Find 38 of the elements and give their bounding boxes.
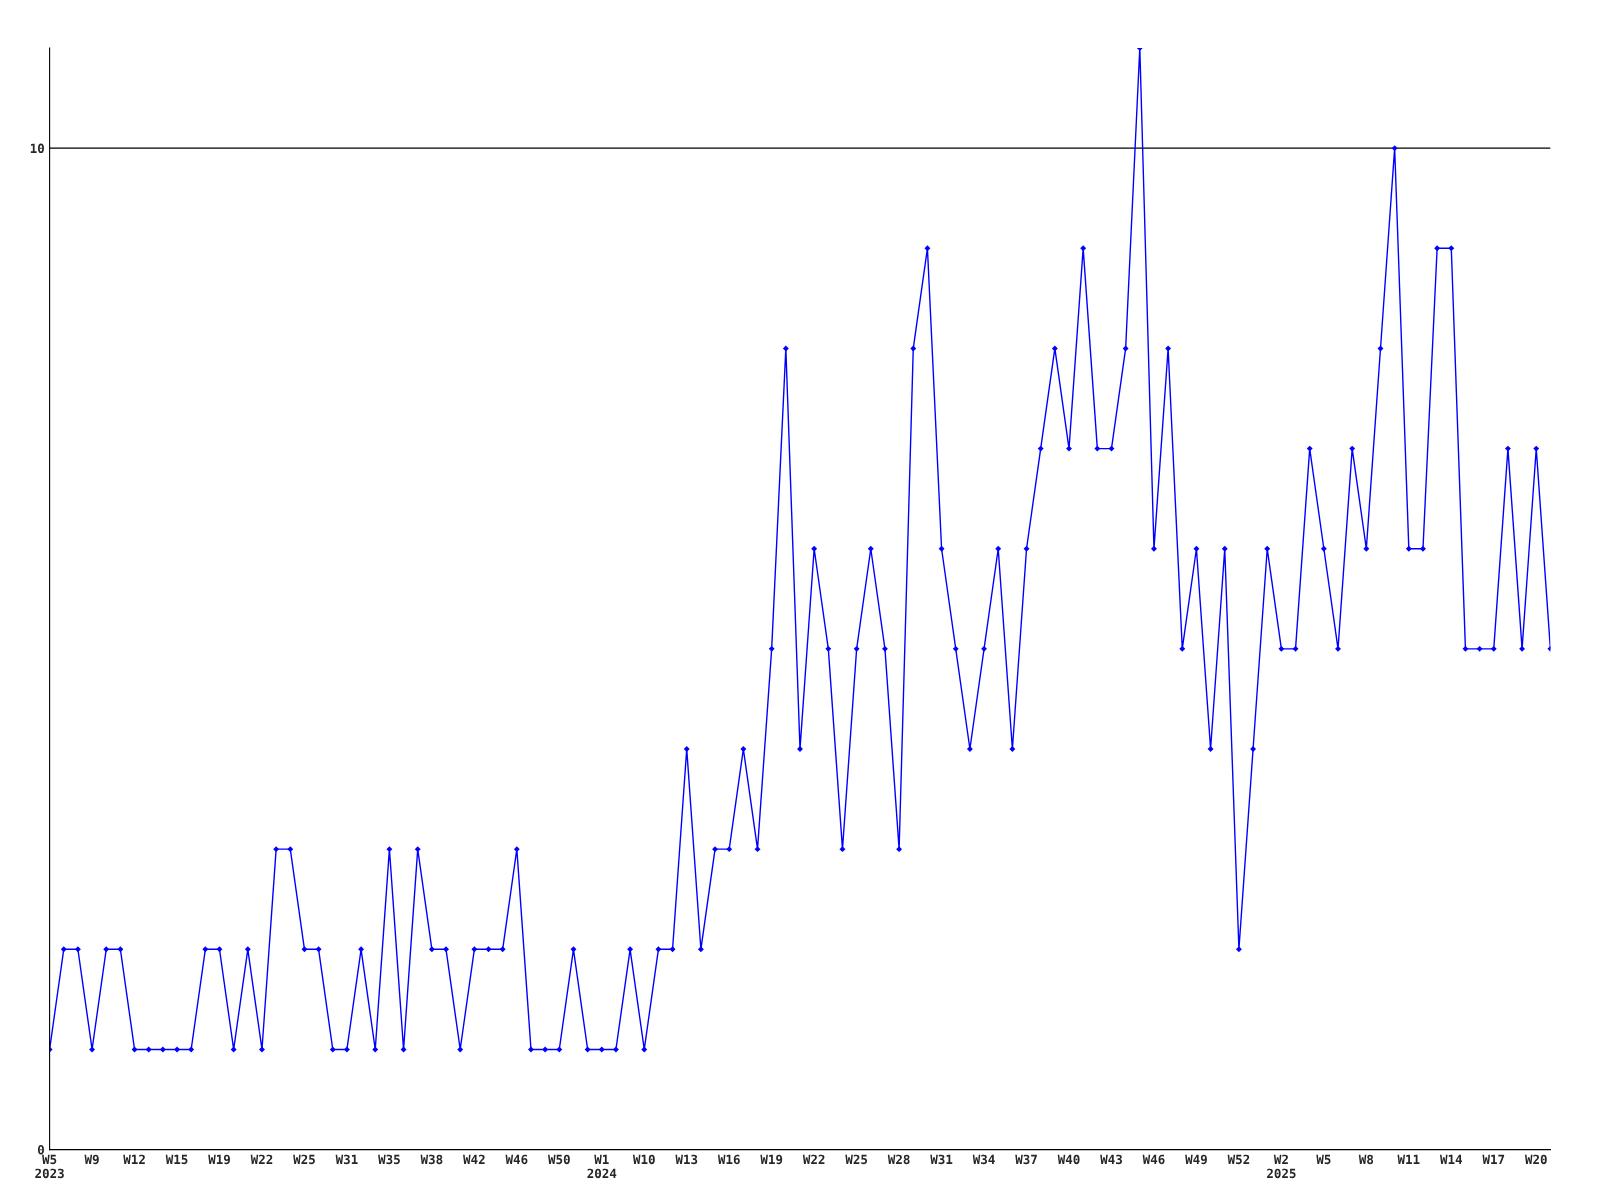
x-tick-label: W42	[463, 1154, 485, 1164]
y-tick-label: 10	[30, 143, 44, 154]
x-tick-label: W43	[1100, 1154, 1122, 1165]
x-tick-label: W31	[335, 1154, 358, 1165]
x-tick-label: W10	[632, 1154, 655, 1165]
x-tick-label: W25	[293, 1154, 315, 1165]
x-tick-label: W40	[1057, 1154, 1080, 1165]
x-tick-label: W25	[845, 1154, 868, 1165]
x-tick-label: W38	[420, 1154, 443, 1165]
x-tick-label: W37	[1015, 1154, 1037, 1165]
x-tick-label: W52	[1227, 1154, 1250, 1165]
x-tick-label: W16	[717, 1154, 740, 1165]
x-tick-label: W12	[123, 1154, 145, 1164]
y-tick-label: 0	[37, 1145, 44, 1155]
x-tick-label: W35	[378, 1154, 400, 1165]
x-tick-label: W5 2023	[35, 1154, 64, 1179]
x-tick-label: W31	[930, 1154, 953, 1165]
x-tick-label: W8	[1358, 1154, 1374, 1165]
x-tick-label: W15	[165, 1154, 188, 1165]
x-tick-label: W22	[802, 1154, 825, 1164]
x-tick-label: W22	[250, 1154, 273, 1164]
x-tick-label: W49	[1185, 1154, 1207, 1165]
x-tick-label: W14	[1440, 1154, 1463, 1164]
x-tick-label: W5	[1316, 1154, 1331, 1165]
x-tick-label: W34	[972, 1154, 995, 1165]
x-tick-label: W11	[1397, 1154, 1420, 1164]
x-tick-label: W17	[1482, 1154, 1505, 1164]
x-tick-label: W19	[208, 1154, 230, 1165]
x-tick-label: W19	[760, 1154, 783, 1165]
x-tick-label: W1 2024	[587, 1154, 617, 1179]
x-tick-label: W20	[1524, 1154, 1547, 1165]
x-tick-label: W46	[505, 1154, 528, 1165]
x-tick-label: W28	[887, 1154, 910, 1165]
x-tick-label: W50	[548, 1154, 570, 1165]
x-tick-label: W46	[1142, 1154, 1165, 1165]
x-tick-label: W2 2025	[1267, 1154, 1296, 1179]
x-tick-label: W13	[675, 1154, 698, 1165]
x-tick-label: W9	[84, 1154, 99, 1165]
